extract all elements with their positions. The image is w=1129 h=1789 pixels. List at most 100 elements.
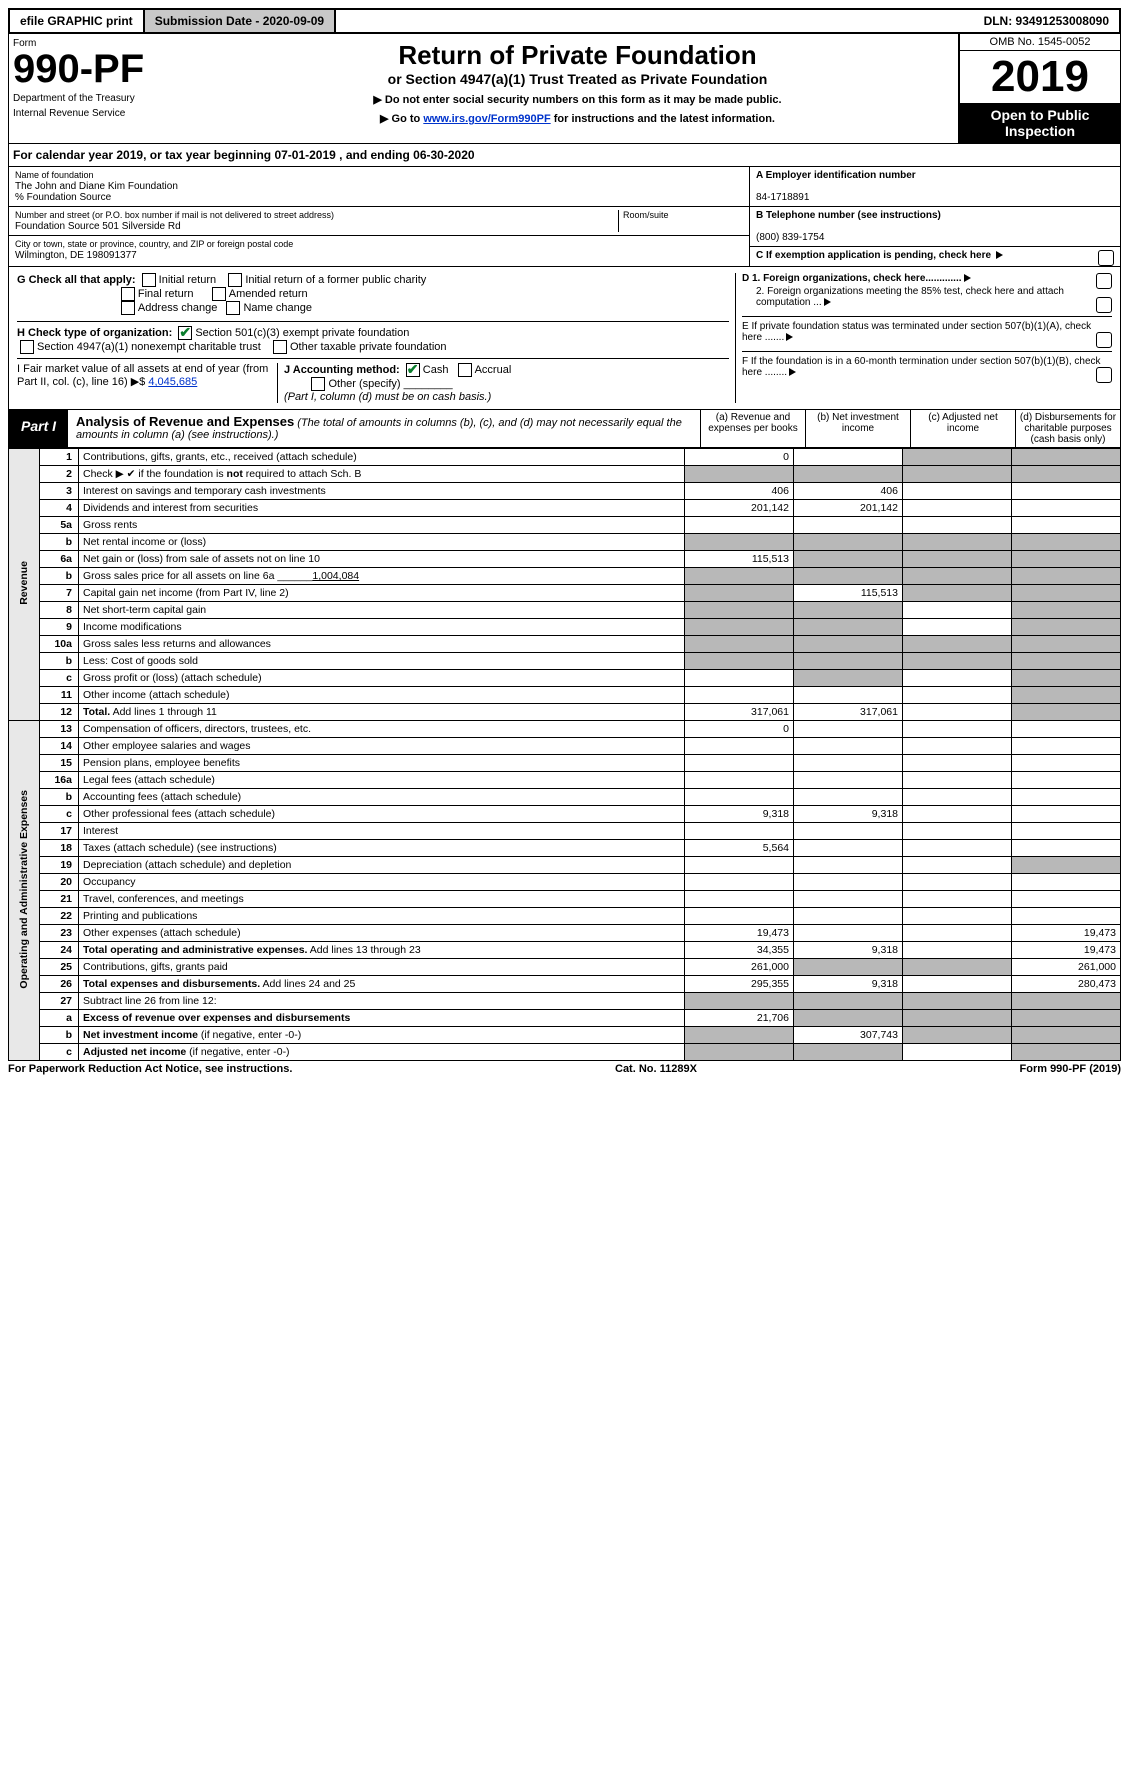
dept-treasury: Department of the Treasury xyxy=(13,93,193,104)
line-description: Interest on savings and temporary cash i… xyxy=(79,483,685,500)
line-number: 5a xyxy=(40,517,79,534)
form-number: 990-PF xyxy=(13,49,193,89)
line-description: Net investment income (if negative, ente… xyxy=(79,1027,685,1044)
line-description: Compensation of officers, directors, tru… xyxy=(79,721,685,738)
form-header: Form 990-PF Department of the Treasury I… xyxy=(8,34,1121,144)
line-description: Depreciation (attach schedule) and deple… xyxy=(79,857,685,874)
line-description: Taxes (attach schedule) (see instruction… xyxy=(79,840,685,857)
line-number: 20 xyxy=(40,874,79,891)
line-number: 19 xyxy=(40,857,79,874)
section-label: Revenue xyxy=(9,449,40,721)
line-description: Dividends and interest from securities xyxy=(79,500,685,517)
line-description: Gross sales price for all assets on line… xyxy=(79,568,685,585)
other-taxable-checkbox[interactable] xyxy=(273,340,287,354)
line-description: Other professional fees (attach schedule… xyxy=(79,806,685,823)
line-description: Adjusted net income (if negative, enter … xyxy=(79,1044,685,1061)
line-number: 14 xyxy=(40,738,79,755)
part1-tab: Part I xyxy=(9,410,68,447)
line-description: Legal fees (attach schedule) xyxy=(79,772,685,789)
line-description: Net short-term capital gain xyxy=(79,602,685,619)
line-description: Total. Add lines 1 through 11 xyxy=(79,704,685,721)
name-change-checkbox[interactable] xyxy=(226,301,240,315)
line-number: 16a xyxy=(40,772,79,789)
accrual-checkbox[interactable] xyxy=(458,363,472,377)
line-description: Printing and publications xyxy=(79,908,685,925)
final-return-checkbox[interactable] xyxy=(121,287,135,301)
irs-link[interactable]: www.irs.gov/Form990PF xyxy=(423,113,550,125)
tax-year: 2019 xyxy=(960,51,1120,103)
part1-header: Part I Analysis of Revenue and Expenses … xyxy=(8,410,1121,448)
line-number: 17 xyxy=(40,823,79,840)
fmv-link[interactable]: 4,045,685 xyxy=(148,376,197,388)
entity-info: Name of foundationThe John and Diane Kim… xyxy=(8,167,1121,267)
city-state-zip: Wilmington, DE 198091377 xyxy=(15,250,137,261)
line-number: 18 xyxy=(40,840,79,857)
line-description: Subtract line 26 from line 12: xyxy=(79,993,685,1010)
foreign-org-checkbox[interactable] xyxy=(1096,273,1112,289)
line-description: Income modifications xyxy=(79,619,685,636)
line-description: Pension plans, employee benefits xyxy=(79,755,685,772)
address-change-checkbox[interactable] xyxy=(121,301,135,315)
exemption-pending-checkbox[interactable] xyxy=(1098,250,1114,266)
line-number: 7 xyxy=(40,585,79,602)
line-number: 9 xyxy=(40,619,79,636)
line-number: b xyxy=(40,534,79,551)
initial-return-checkbox[interactable] xyxy=(142,273,156,287)
line-description: Total expenses and disbursements. Add li… xyxy=(79,976,685,993)
form-title: Return of Private Foundation xyxy=(203,40,952,71)
line-number: 12 xyxy=(40,704,79,721)
line-description: Occupancy xyxy=(79,874,685,891)
line-description: Net gain or (loss) from sale of assets n… xyxy=(79,551,685,568)
top-bar: efile GRAPHIC print Submission Date - 20… xyxy=(8,8,1121,34)
line-number: 23 xyxy=(40,925,79,942)
line-number: b xyxy=(40,568,79,585)
line-description: Gross profit or (loss) (attach schedule) xyxy=(79,670,685,687)
line-number: c xyxy=(40,806,79,823)
efile-btn[interactable]: efile GRAPHIC print xyxy=(10,10,145,32)
foreign-85-checkbox[interactable] xyxy=(1096,297,1112,313)
line-number: 13 xyxy=(40,721,79,738)
form-ref: Form 990-PF (2019) xyxy=(1020,1063,1122,1075)
line-number: 1 xyxy=(40,449,79,466)
foundation-name: The John and Diane Kim Foundation xyxy=(15,181,178,192)
4947a1-checkbox[interactable] xyxy=(20,340,34,354)
line-description: Capital gain net income (from Part IV, l… xyxy=(79,585,685,602)
line-description: Less: Cost of goods sold xyxy=(79,653,685,670)
line-number: 21 xyxy=(40,891,79,908)
line-description: Contributions, gifts, grants, etc., rece… xyxy=(79,449,685,466)
line-number: b xyxy=(40,1027,79,1044)
line-description: Other income (attach schedule) xyxy=(79,687,685,704)
cash-checkbox[interactable] xyxy=(406,363,420,377)
line-number: 15 xyxy=(40,755,79,772)
open-public: Open to Public Inspection xyxy=(960,103,1120,143)
checkbox-section: G Check all that apply: Initial return I… xyxy=(8,267,1121,410)
line-description: Travel, conferences, and meetings xyxy=(79,891,685,908)
line-number: 11 xyxy=(40,687,79,704)
line-description: Gross rents xyxy=(79,517,685,534)
line-number: c xyxy=(40,1044,79,1061)
line-number: c xyxy=(40,670,79,687)
page-footer: For Paperwork Reduction Act Notice, see … xyxy=(8,1061,1121,1077)
other-method-checkbox[interactable] xyxy=(311,377,325,391)
line-description: Interest xyxy=(79,823,685,840)
line-number: 10a xyxy=(40,636,79,653)
507b1b-checkbox[interactable] xyxy=(1096,367,1112,383)
submission-date: Submission Date - 2020-09-09 xyxy=(145,10,336,32)
line-number: b xyxy=(40,653,79,670)
amended-return-checkbox[interactable] xyxy=(212,287,226,301)
line-number: 4 xyxy=(40,500,79,517)
line-number: 2 xyxy=(40,466,79,483)
calendar-year-line: For calendar year 2019, or tax year begi… xyxy=(8,144,1121,167)
line-number: 27 xyxy=(40,993,79,1010)
line-number: 8 xyxy=(40,602,79,619)
507b1a-checkbox[interactable] xyxy=(1096,332,1112,348)
phone: (800) 839-1754 xyxy=(756,232,824,243)
initial-public-checkbox[interactable] xyxy=(228,273,242,287)
line-description: Total operating and administrative expen… xyxy=(79,942,685,959)
omb-number: OMB No. 1545-0052 xyxy=(960,34,1120,51)
501c3-checkbox[interactable] xyxy=(178,326,192,340)
line-number: 22 xyxy=(40,908,79,925)
line-description: Accounting fees (attach schedule) xyxy=(79,789,685,806)
irs-label: Internal Revenue Service xyxy=(13,108,193,119)
line-description: Other expenses (attach schedule) xyxy=(79,925,685,942)
